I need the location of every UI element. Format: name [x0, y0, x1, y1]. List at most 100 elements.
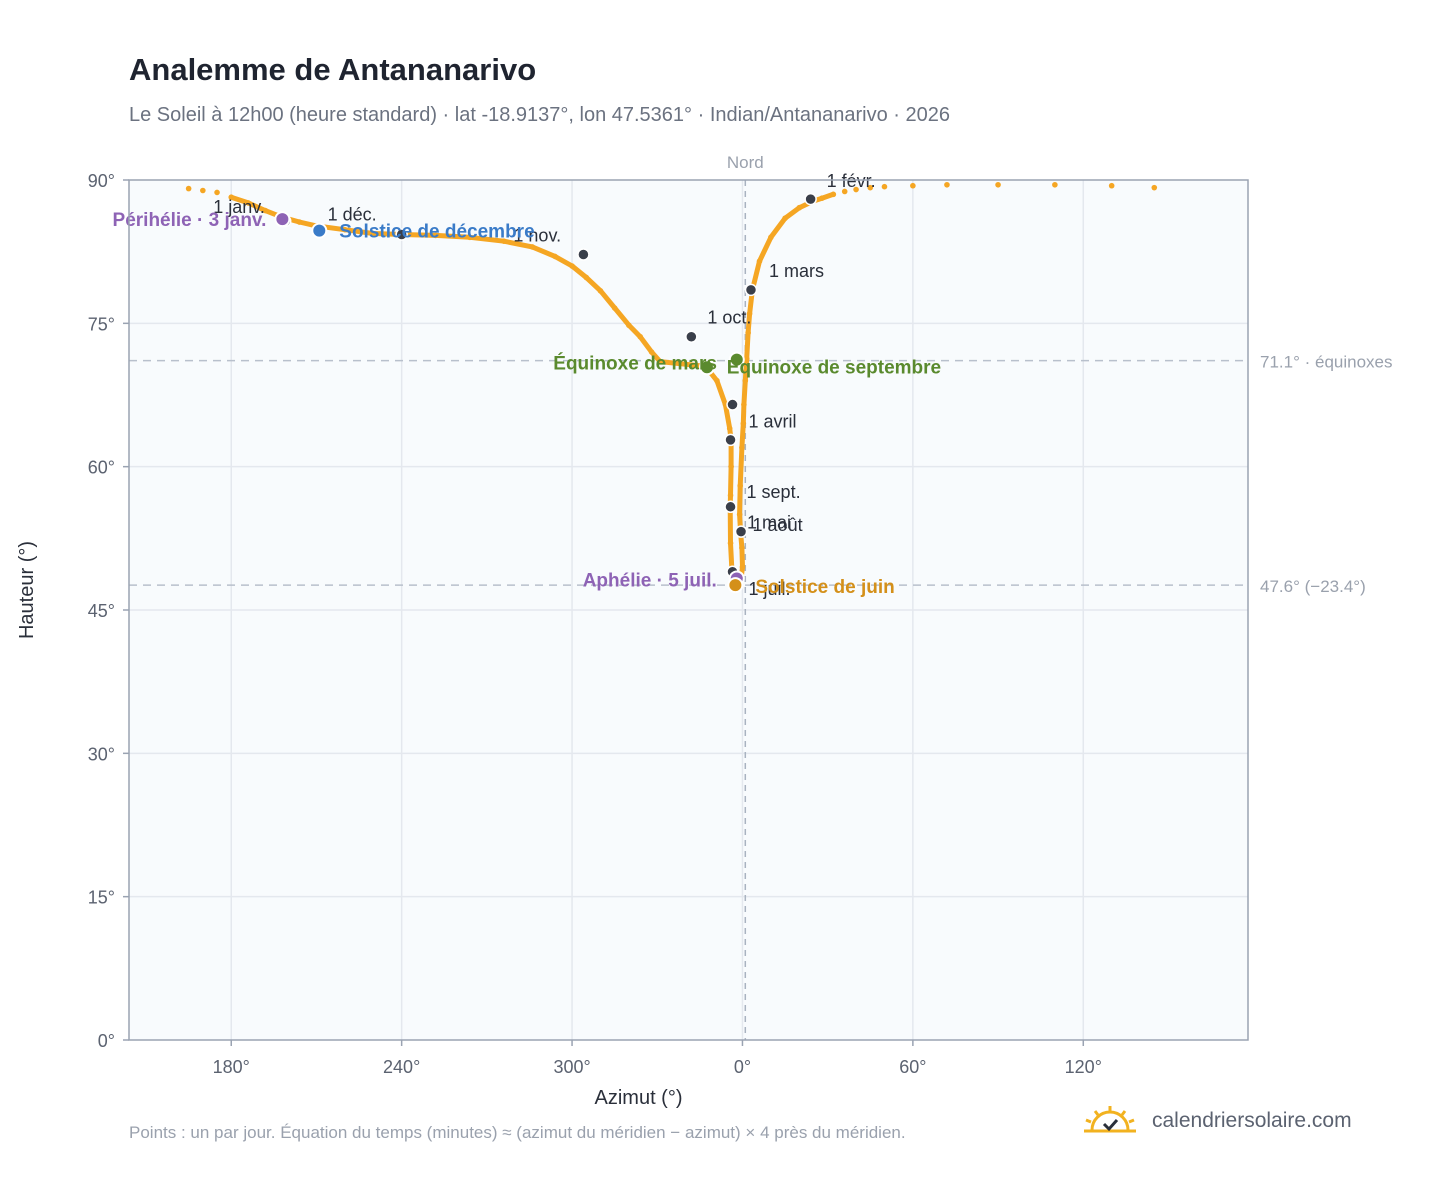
daily-point — [370, 230, 377, 237]
event-label: Solstice de juin — [755, 577, 894, 598]
daily-point — [768, 234, 774, 241]
daily-point — [569, 263, 575, 269]
daily-point — [910, 182, 916, 189]
month-marker — [804, 192, 817, 206]
daily-point — [432, 232, 439, 239]
y-tick-label: 90° — [88, 171, 115, 191]
y-tick-label: 75° — [88, 314, 115, 334]
x-tick-label: 300° — [553, 1057, 590, 1077]
north-label: Nord — [727, 153, 764, 172]
reference-line-label: 71.1° · équinoxes — [1260, 353, 1393, 372]
y-tick-label: 30° — [88, 744, 115, 764]
sun-icon — [1084, 1106, 1136, 1133]
month-marker — [734, 525, 748, 538]
daily-point — [867, 184, 874, 191]
month-marker — [577, 248, 590, 261]
daily-point — [467, 234, 473, 241]
y-tick-label: 60° — [88, 458, 115, 478]
y-tick-label: 45° — [88, 601, 115, 621]
reference-lines: Nord 71.1° · équinoxes 47.6° (−23.4°) — [129, 153, 1393, 1040]
daily-point — [739, 444, 745, 451]
daily-point — [228, 194, 235, 200]
event-marker — [727, 577, 744, 594]
month-label: 1 juil. — [749, 579, 791, 599]
daily-point — [552, 253, 558, 260]
daily-point — [740, 420, 747, 427]
daily-point — [853, 186, 859, 193]
daily-point — [501, 238, 507, 244]
daily-point — [739, 545, 745, 551]
month-label: 1 sept. — [747, 482, 801, 502]
event-marker — [698, 359, 715, 376]
axes: 180° 240° 300° 0° 60° 120° 0° 15° 30° 45° 60° 75° 90… — [16, 171, 1102, 1109]
month-label: 1 mars — [769, 261, 824, 281]
event-markers: Périhélie · 3 janv. Solstice de décembre É… — [113, 210, 942, 598]
daily-point — [737, 482, 743, 489]
daily-point — [727, 540, 734, 546]
daily-point — [736, 511, 743, 518]
month-label: 1 déc. — [328, 204, 377, 224]
month-label: 1 août — [753, 515, 803, 535]
daily-point — [657, 358, 663, 365]
event-marker — [311, 222, 328, 239]
daily-point — [1151, 184, 1158, 191]
daily-point — [185, 185, 192, 192]
x-tick-label: 60° — [899, 1057, 926, 1077]
daily-point — [739, 564, 746, 570]
daily-point — [296, 219, 303, 225]
daily-point — [214, 189, 220, 196]
grid — [129, 180, 1248, 1040]
daily-point — [626, 322, 632, 329]
daily-point — [756, 258, 763, 265]
daily-point — [529, 244, 536, 250]
daily-point — [743, 355, 750, 362]
daily-point — [741, 401, 747, 408]
month-marker — [724, 500, 737, 514]
daily-point — [637, 333, 644, 340]
reference-line-label: 47.6° (−23.4°) — [1260, 577, 1366, 596]
month-label: 1 oct. — [707, 308, 751, 328]
event-marker — [274, 211, 291, 228]
daily-point — [1108, 182, 1115, 189]
x-tick-label: 240° — [383, 1057, 420, 1077]
daily-point — [819, 195, 825, 201]
chart-subtitle: Le Soleil à 12h00 (heure standard) · lat… — [129, 104, 950, 126]
daily-point — [742, 377, 749, 384]
chart-title: Analemme de Antananarivo — [129, 52, 537, 87]
daily-point — [782, 215, 788, 222]
daily-point — [841, 188, 848, 195]
month-marker — [395, 228, 408, 241]
daily-point — [726, 425, 733, 432]
daily-point — [728, 463, 734, 470]
event-label: Périhélie · 3 janv. — [113, 210, 267, 231]
month-label: 1 nov. — [513, 226, 561, 246]
daily-point — [583, 274, 590, 281]
daily-point — [262, 207, 269, 214]
daily-point — [944, 181, 950, 188]
daily-point — [648, 349, 655, 355]
daily-point — [245, 200, 252, 206]
brand-name: calendriersolaire.com — [1152, 1109, 1352, 1132]
month-label: 1 févr. — [827, 171, 876, 191]
footnote: Points : un par jour. Équation du temps … — [129, 1123, 906, 1142]
daily-point — [796, 204, 803, 211]
daily-point — [745, 330, 751, 336]
event-label: Aphélie · 5 juil. — [583, 570, 717, 591]
y-tick-label: 15° — [88, 888, 115, 908]
x-tick-label: 120° — [1065, 1057, 1102, 1077]
x-tick-label: 0° — [734, 1057, 751, 1077]
brand[interactable]: calendriersolaire.com — [1082, 1104, 1352, 1138]
daily-point — [830, 191, 837, 198]
daily-point — [714, 377, 720, 384]
month-marker — [685, 330, 698, 343]
month-marker — [726, 398, 739, 411]
month-label: 1 mai — [747, 513, 791, 533]
daily-point — [597, 288, 604, 294]
daily-point — [995, 181, 1001, 188]
daily-point — [611, 305, 618, 311]
x-tick-label: 180° — [213, 1057, 250, 1077]
daily-point — [1052, 181, 1058, 188]
y-axis-label: Hauteur (°) — [16, 541, 38, 639]
month-label: 1 janv. — [213, 197, 265, 217]
